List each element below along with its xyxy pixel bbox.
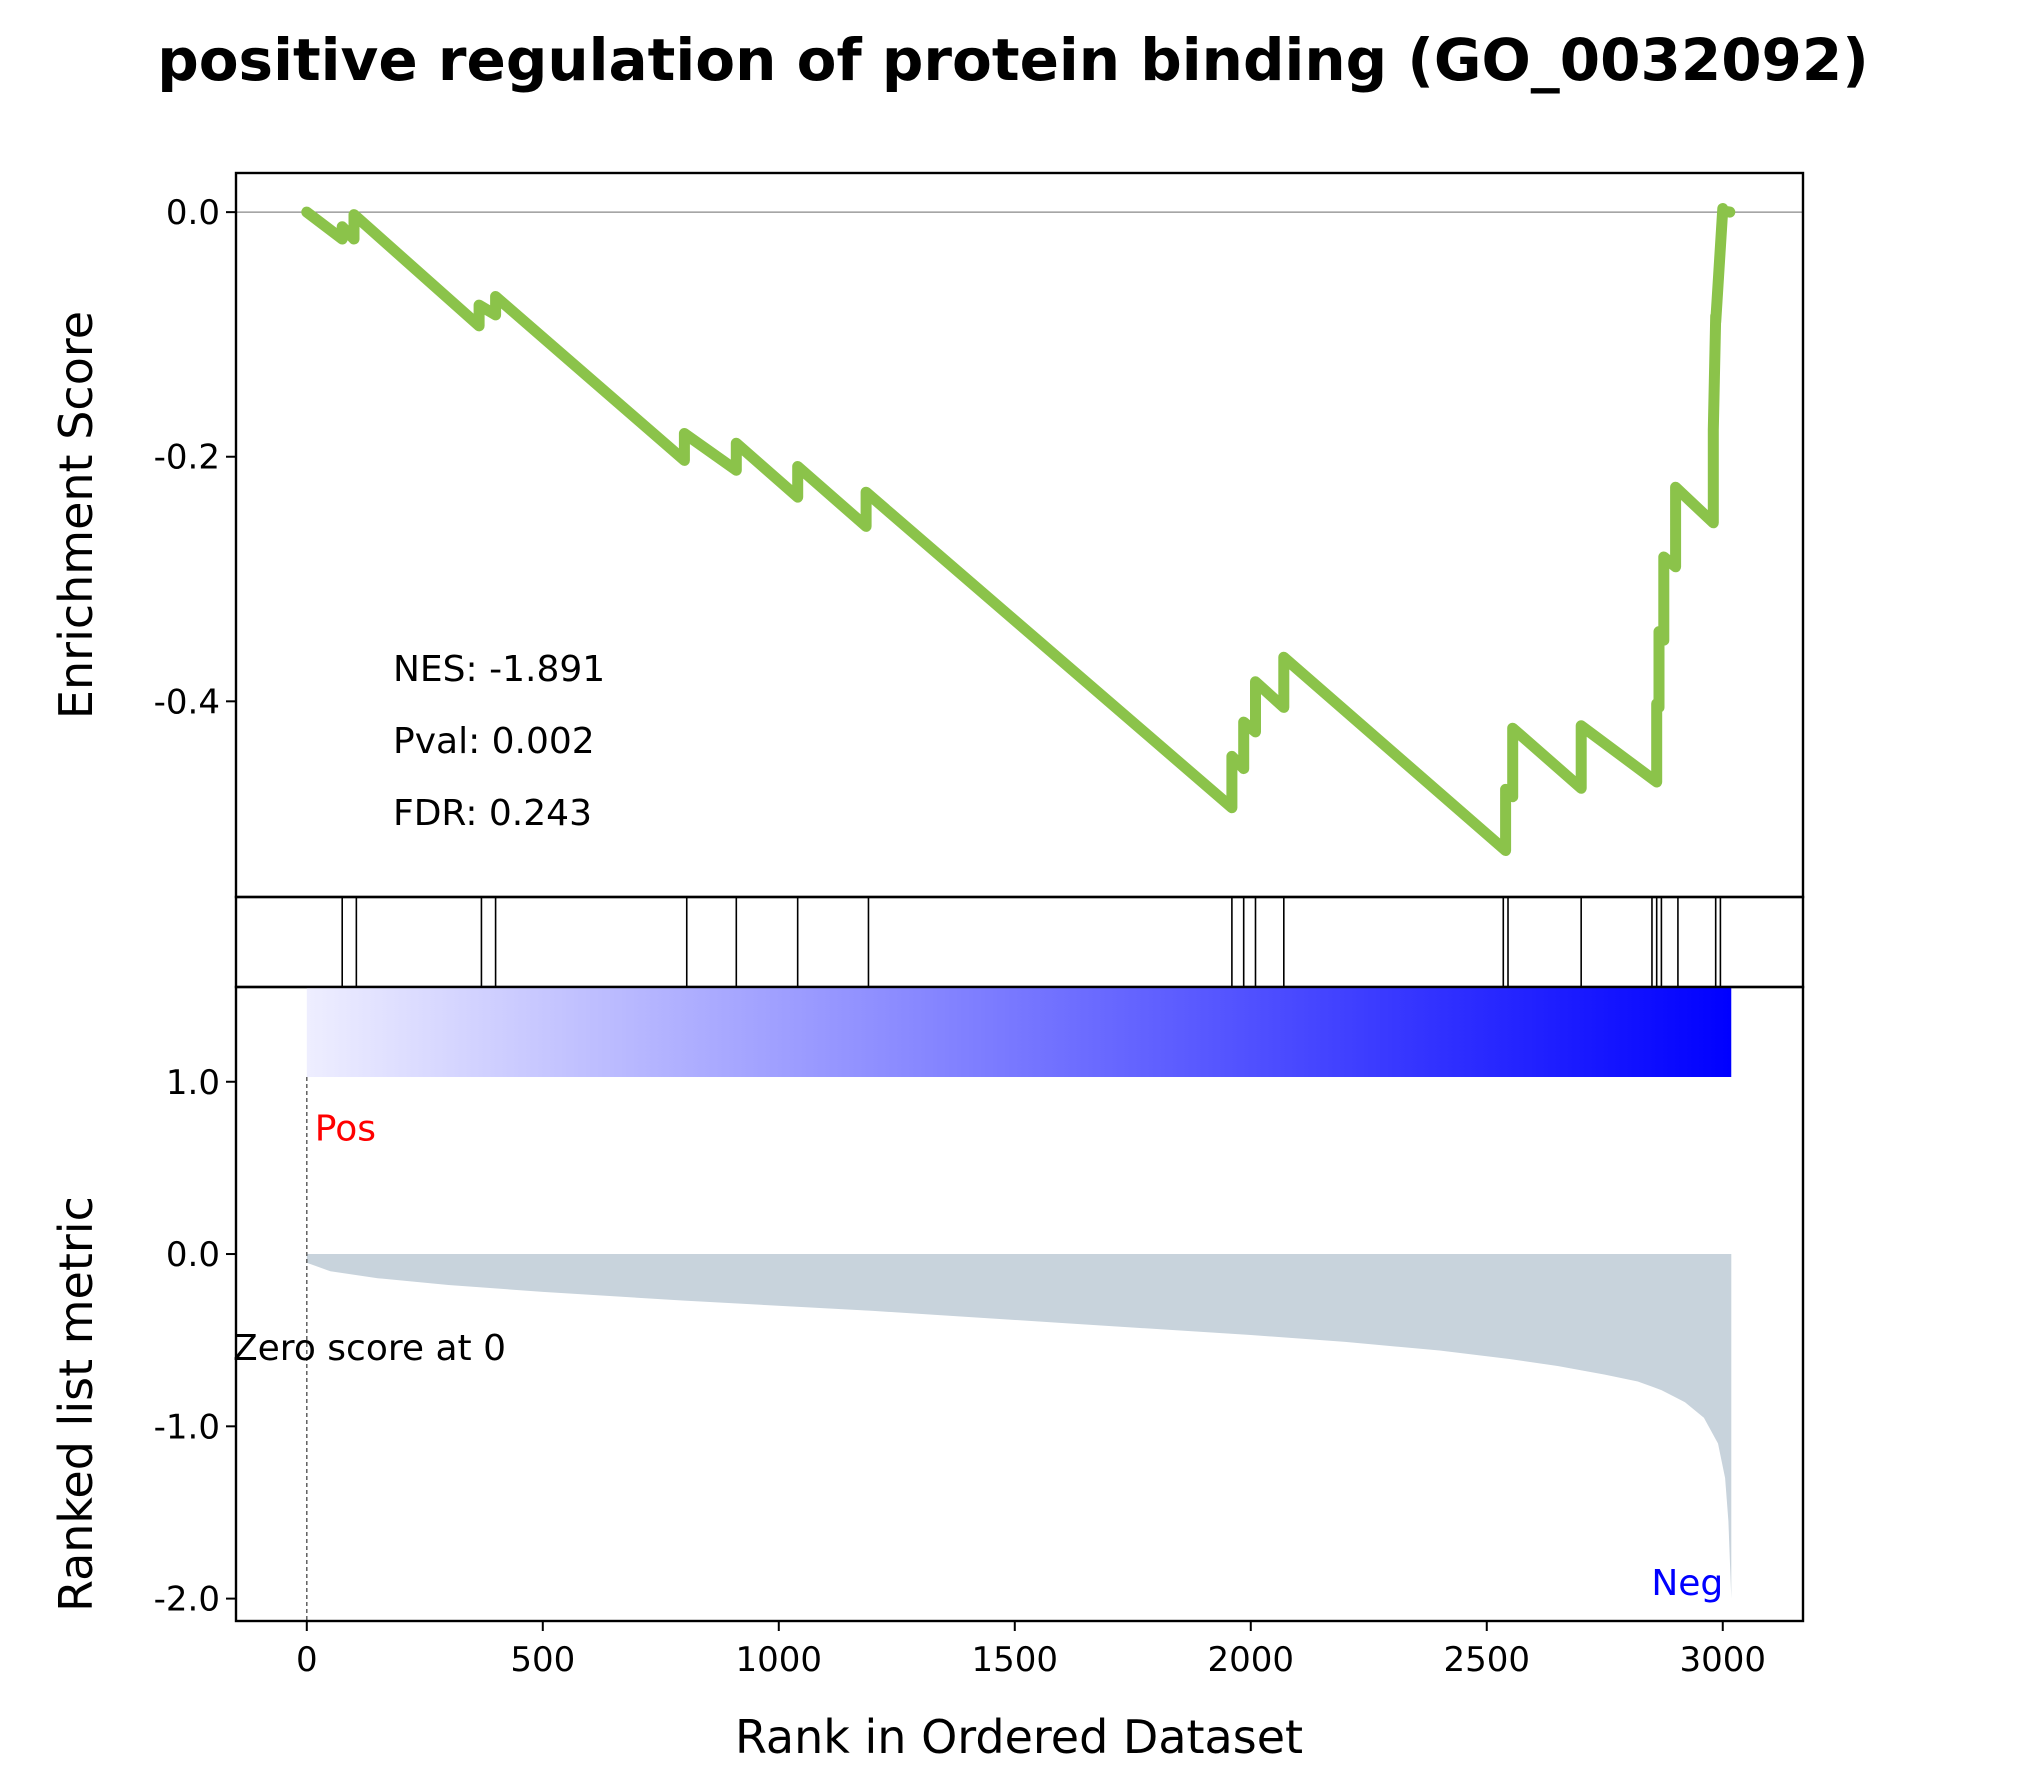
rank-colorbar (306, 987, 1732, 1077)
hits-panel-frame (234, 895, 1805, 989)
x-tick-label: 1500 (972, 1640, 1059, 1680)
neg-label: Neg (1651, 1563, 1723, 1604)
rm-y-tick-label: 0.0 (166, 1235, 220, 1275)
ranked-metric-panel: Pos Neg Zero score at 0 1.0 0.0 -1.0 -2.0 R… (49, 985, 1805, 1623)
x-tick-label: 0 (296, 1640, 318, 1680)
es-y-tick-label: 0.0 (166, 193, 220, 233)
x-tick-label: 2000 (1208, 1640, 1295, 1680)
zero-score-label: Zero score at 0 (233, 1328, 506, 1369)
nes-label: NES: -1.891 (393, 649, 605, 690)
x-axis-label: Rank in Ordered Dataset (735, 1710, 1303, 1764)
es-y-tick-label: -0.2 (154, 438, 220, 478)
fdr-label: FDR: 0.243 (393, 793, 592, 834)
x-axis-ticks: 0 500 1000 1500 2000 2500 3000 (296, 1621, 1766, 1680)
rm-y-tick-label: 1.0 (166, 1063, 220, 1103)
chart-title: positive regulation of protein binding (… (157, 26, 1869, 94)
es-panel-frame (234, 171, 1805, 899)
rm-panel-frame (234, 985, 1805, 1623)
x-tick-label: 2500 (1444, 1640, 1531, 1680)
ranked-metric-area (306, 1254, 1732, 1599)
pos-label: Pos (315, 1108, 376, 1149)
rm-y-axis-label: Ranked list metric (49, 1196, 103, 1612)
pval-label: Pval: 0.002 (393, 721, 595, 762)
rm-y-ticks: 1.0 0.0 -1.0 -2.0 (154, 1063, 236, 1620)
gene-hit-marks (341, 897, 1722, 987)
rm-y-tick-label: -1.0 (154, 1407, 220, 1447)
es-y-ticks: 0.0 -0.2 -0.4 (154, 193, 236, 722)
x-tick-label: 1000 (736, 1640, 823, 1680)
x-tick-label: 500 (510, 1640, 575, 1680)
es-y-axis-label: Enrichment Score (49, 311, 103, 719)
enrichment-score-line (301, 203, 1736, 856)
hits-panel (234, 895, 1805, 989)
es-y-tick-label: -0.4 (154, 682, 220, 722)
x-tick-label: 3000 (1679, 1640, 1766, 1680)
enrichment-panel: 0.0 -0.2 -0.4 Enrichment Score NES: -1.891… (49, 171, 1805, 899)
rm-y-tick-label: -2.0 (154, 1580, 220, 1620)
